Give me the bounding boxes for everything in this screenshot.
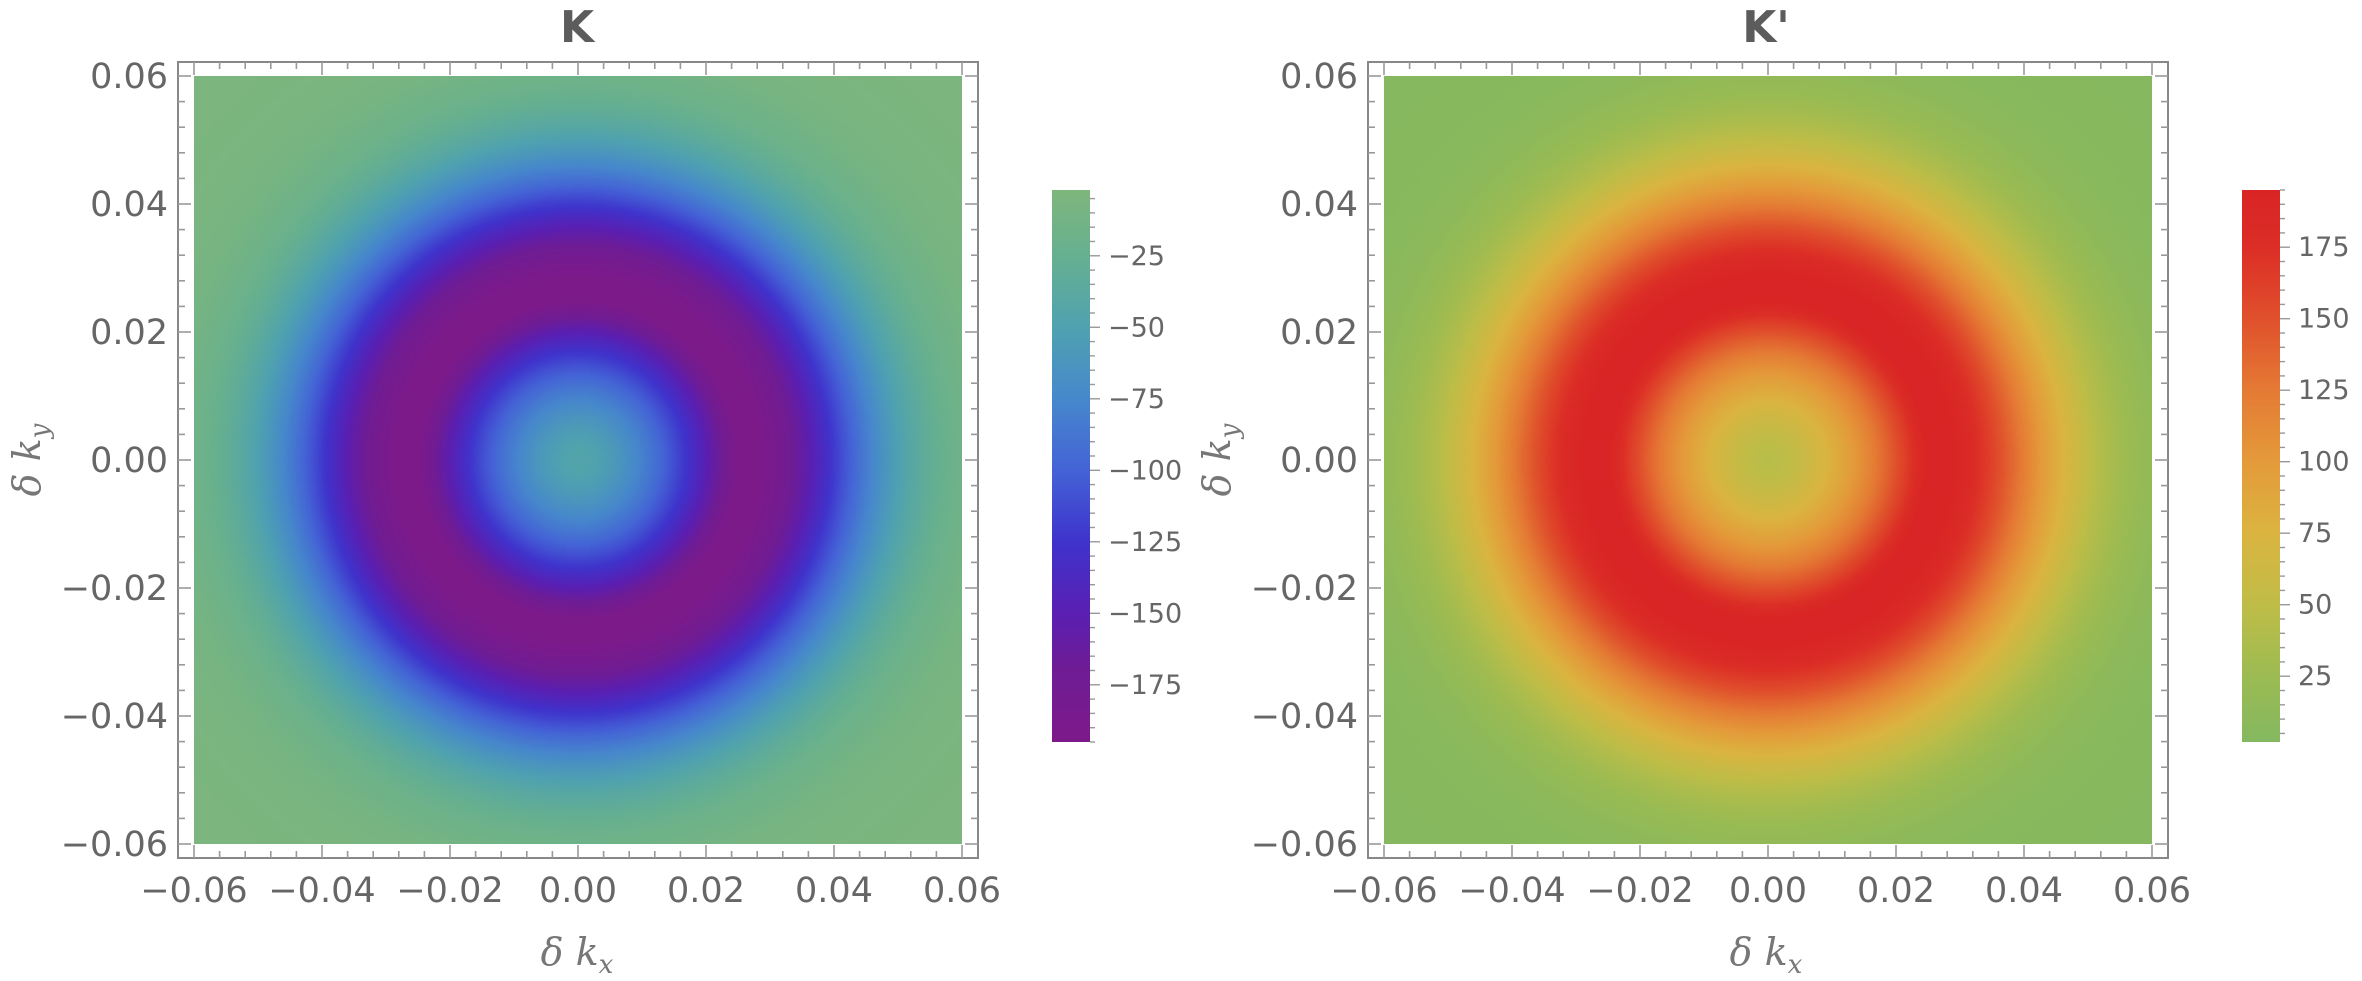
y-tick-label: 0.06 (1280, 57, 1358, 97)
x-tick-label: 0.00 (1729, 871, 1807, 911)
x-tick-label: 0.06 (923, 871, 1001, 911)
chart-title: K (560, 2, 596, 53)
y-tick-label: −0.02 (1251, 569, 1358, 609)
y-tick-label: 0.06 (90, 57, 168, 97)
x-tick-label: −0.06 (1330, 871, 1437, 911)
colorbar-tick-label: −50 (1108, 312, 1165, 343)
x-tick-labels: −0.06 −0.04 −0.02 0.00 0.02 0.04 0.06 (140, 871, 1001, 911)
panel-k: K −0.06 −0.04 −0.02 0.00 0.02 0.04 0.06 0.060.… (5, 2, 1182, 980)
y-tick-label: 0.02 (90, 313, 168, 353)
colorbar-tick-label: −25 (1108, 241, 1165, 272)
y-tick-label: −0.04 (1251, 697, 1358, 737)
colorbar-tick-label: 100 (2298, 447, 2350, 478)
heatmap-image (1384, 76, 2152, 844)
chart-title: K' (1742, 2, 1790, 53)
x-tick-label: 0.02 (1857, 871, 1935, 911)
x-tick-labels: −0.06 −0.04 −0.02 0.00 0.02 0.04 0.06 (1330, 871, 2191, 911)
y-axis-label: δ ky (5, 423, 55, 496)
colorbar-tick-label: 50 (2298, 590, 2332, 621)
y-tick-label: −0.02 (61, 569, 168, 609)
x-tick-label: 0.02 (667, 871, 745, 911)
y-tick-label: 0.04 (1280, 185, 1358, 225)
x-axis-label: δ kx (1730, 930, 1803, 980)
y-axis-label: δ ky (1195, 423, 1245, 496)
colorbar-tick-label: 75 (2298, 518, 2332, 549)
x-tick-label: 0.04 (795, 871, 873, 911)
y-tick-label: −0.04 (61, 697, 168, 737)
y-tick-labels: 0.06 0.04 0.02 0.00 −0.02 −0.04 −0.06 (1251, 57, 1358, 865)
colorbar-ticks: 175 150 125 100 75 50 25 (2280, 189, 2350, 735)
colorbar-tick-label: 125 (2298, 375, 2350, 406)
y-tick-label: 0.00 (90, 441, 168, 481)
x-tick-label: 0.04 (1985, 871, 2063, 911)
colorbar-tick-label: 25 (2298, 661, 2332, 692)
colorbar-ticks: −25 −50 −75 −100 −125 −150 −175 (1090, 197, 1182, 743)
colorbar-tick-label: −175 (1108, 670, 1182, 701)
colorbar-tick-label: −75 (1108, 384, 1165, 415)
colorbar-tick-label: −150 (1108, 598, 1182, 629)
y-tick-label: −0.06 (1251, 825, 1358, 865)
x-tick-label: −0.04 (268, 871, 375, 911)
x-tick-label: −0.02 (1586, 871, 1693, 911)
y-tick-label: 0.02 (1280, 313, 1358, 353)
x-tick-label: −0.04 (1458, 871, 1565, 911)
colorbar-tick-label: 150 (2298, 304, 2350, 335)
axis-ticks (1368, 62, 2168, 858)
x-tick-label: −0.06 (140, 871, 247, 911)
x-tick-label: 0.00 (539, 871, 617, 911)
colorbar-tick-label: 175 (2298, 232, 2350, 263)
y-tick-label: 0.04 (90, 185, 168, 225)
colorbar-tick-label: −100 (1108, 455, 1182, 486)
x-tick-label: −0.02 (396, 871, 503, 911)
y-tick-labels: 0.06 0.04 0.02 0.00 −0.02 −0.04 −0.06 (61, 57, 168, 865)
heatmap-image (194, 76, 962, 844)
x-tick-label: 0.06 (2113, 871, 2191, 911)
x-axis-label: δ kx (541, 930, 614, 980)
panel-k-prime: K' −0.06 −0.04 −0.02 0.00 0.02 0.04 0.06 0.060… (1195, 2, 2350, 980)
colorbar (2242, 190, 2280, 742)
colorbar-tick-label: −125 (1108, 527, 1182, 558)
axis-ticks (178, 62, 978, 858)
y-tick-label: −0.06 (61, 825, 168, 865)
colorbar (1052, 190, 1090, 742)
y-tick-label: 0.00 (1280, 441, 1358, 481)
